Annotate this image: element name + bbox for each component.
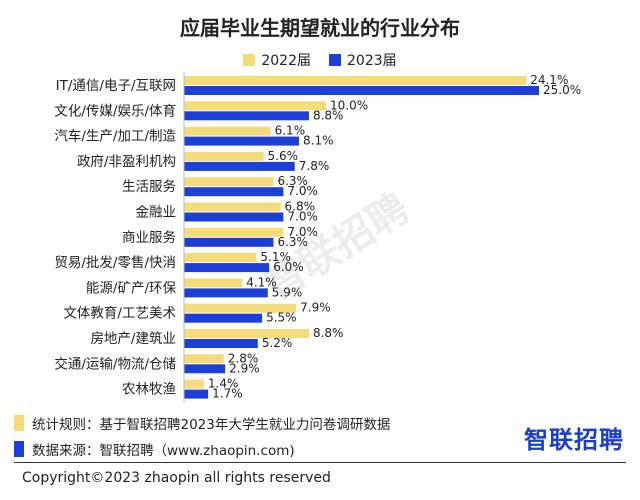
brand-logo: 智联招聘 — [524, 426, 624, 454]
category-label: 政府/非盈利机构 — [77, 154, 176, 170]
bar-2023 — [184, 161, 295, 171]
note-source-text: 数据来源：智联招聘（www.zhaopin.com) — [32, 443, 295, 459]
bar-2023 — [184, 86, 539, 95]
bar-2022 — [184, 354, 224, 364]
data-label: 5.2% — [262, 336, 293, 350]
bar-2022 — [184, 227, 284, 237]
legend-item-2022: 2022届 — [243, 50, 311, 70]
data-label: 8.8% — [313, 326, 344, 340]
note-method-text: 统计规则：基于智联招聘2023年大学生就业力问卷调研数据 — [32, 417, 391, 433]
category-label: 金融业 — [136, 205, 177, 221]
data-label: 6.0% — [273, 260, 304, 274]
bar-chart: IT/通信/电子/互联网 24.1%25.0%文化/传媒/娱乐/体育 10.0%8.… — [54, 72, 581, 403]
category-label: 汽车/生产/加工/制造 — [54, 128, 176, 145]
data-label: 7.0% — [287, 210, 318, 224]
data-label: 5.6% — [268, 149, 299, 163]
legend: 2022届 2023届 — [0, 50, 640, 70]
bar-2023 — [184, 111, 309, 121]
note-marker-method — [14, 415, 24, 431]
data-label: 8.8% — [313, 108, 344, 122]
category-label: 贸易/批发/零售/快消 — [54, 255, 176, 271]
legend-label-2022: 2022届 — [261, 53, 311, 69]
category-label: 房地产/建筑业 — [90, 331, 176, 347]
bar-2023 — [184, 339, 258, 348]
category-label: 文体教育/工艺美术 — [63, 306, 176, 322]
data-label: 25.0% — [543, 83, 581, 97]
bar-2022 — [184, 101, 326, 111]
bar-2022 — [184, 253, 257, 263]
bar-2022 — [184, 278, 243, 288]
chart-title: 应届毕业生期望就业的行业分布 — [180, 16, 460, 40]
notes: 统计规则：基于智联招聘2023年大学生就业力问卷调研数据 数据来源：智联招聘（w… — [14, 410, 390, 462]
data-label: 6.3% — [277, 174, 308, 188]
bar-2023 — [184, 389, 209, 399]
bar-2022 — [184, 202, 281, 212]
category-label: 文化/传媒/娱乐/体育 — [54, 103, 176, 119]
bar-2022 — [184, 329, 309, 338]
data-label: 4.1% — [246, 275, 277, 289]
data-label: 5.5% — [266, 311, 297, 325]
bar-2022 — [184, 379, 204, 389]
data-label: 8.1% — [303, 134, 334, 148]
bar-2023 — [184, 237, 274, 247]
data-label: 7.0% — [287, 184, 318, 198]
data-label: 10.0% — [330, 98, 368, 112]
data-label: 2.8% — [228, 351, 259, 365]
category-label: 能源/矿产/环保 — [86, 280, 177, 296]
note-source: 数据来源：智联招聘（www.zhaopin.com) — [14, 436, 390, 462]
category-label: 交通/运输/物流/仓储 — [54, 355, 176, 372]
bar-2023 — [184, 187, 284, 197]
bar-2023 — [184, 313, 263, 323]
legend-item-2023: 2023届 — [329, 50, 397, 70]
bar-2023 — [184, 288, 268, 298]
category-label: 生活服务 — [122, 179, 176, 195]
data-label: 2.9% — [229, 361, 260, 375]
legend-label-2023: 2023届 — [347, 53, 397, 69]
data-label: 7.0% — [287, 225, 318, 239]
data-label: 1.4% — [208, 377, 239, 391]
data-label: 5.9% — [272, 285, 303, 299]
category-label: 商业服务 — [122, 230, 176, 246]
bar-2023 — [184, 212, 284, 222]
legend-swatch-2022 — [243, 54, 256, 66]
bar-2022 — [184, 303, 297, 313]
data-label: 24.1% — [530, 73, 568, 87]
data-label: 7.8% — [299, 159, 330, 173]
bar-2023 — [184, 364, 226, 374]
data-label: 6.8% — [285, 200, 316, 214]
data-label: 5.1% — [260, 250, 291, 264]
data-label: 6.1% — [275, 124, 306, 138]
copyright: Copyright©2023 zhaopin all rights reserv… — [22, 470, 331, 486]
divider — [14, 462, 626, 463]
bar-2023 — [184, 263, 270, 273]
legend-swatch-2023 — [329, 54, 341, 66]
data-label: 1.7% — [212, 387, 243, 401]
note-marker-source — [14, 441, 24, 457]
bar-2022 — [184, 126, 271, 136]
data-label: 6.3% — [277, 235, 308, 249]
bar-2022 — [184, 151, 264, 161]
note-method: 统计规则：基于智联招聘2023年大学生就业力问卷调研数据 — [14, 410, 390, 436]
data-label: 7.9% — [300, 301, 331, 315]
bar-2023 — [184, 136, 300, 146]
category-label: 农林牧渔 — [122, 382, 176, 398]
bar-2022 — [184, 177, 274, 187]
category-label: IT/通信/电子/互联网 — [56, 78, 176, 94]
bar-2022 — [184, 76, 527, 85]
